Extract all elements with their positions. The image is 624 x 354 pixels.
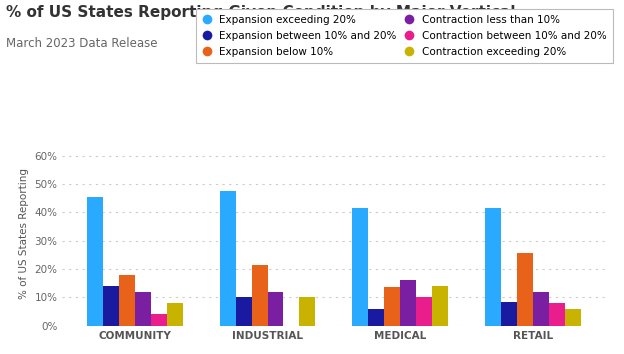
Bar [416, 297, 432, 326]
Bar [268, 292, 283, 326]
Bar [432, 286, 448, 326]
Bar [384, 287, 400, 326]
Bar [517, 253, 533, 326]
Bar [565, 309, 580, 326]
Bar [151, 314, 167, 326]
Bar [103, 286, 119, 326]
Text: % of US States Reporting Given Condition by Major Vertical: % of US States Reporting Given Condition… [6, 5, 516, 20]
Bar [300, 297, 315, 326]
Bar [548, 303, 565, 326]
Bar [251, 265, 268, 326]
Text: March 2023 Data Release: March 2023 Data Release [6, 37, 158, 50]
Bar [119, 275, 135, 326]
Bar [400, 280, 416, 326]
Bar [220, 191, 236, 326]
Legend: Expansion exceeding 20%, Expansion between 10% and 20%, Expansion below 10%, Con: Expansion exceeding 20%, Expansion betwe… [197, 9, 613, 63]
Bar [533, 292, 548, 326]
Y-axis label: % of US States Reporting: % of US States Reporting [19, 168, 29, 299]
Bar [501, 302, 517, 326]
Bar [353, 208, 368, 326]
Bar [87, 197, 103, 326]
Bar [135, 292, 151, 326]
Bar [167, 303, 183, 326]
Bar [236, 297, 251, 326]
Bar [485, 208, 501, 326]
Bar [368, 309, 384, 326]
